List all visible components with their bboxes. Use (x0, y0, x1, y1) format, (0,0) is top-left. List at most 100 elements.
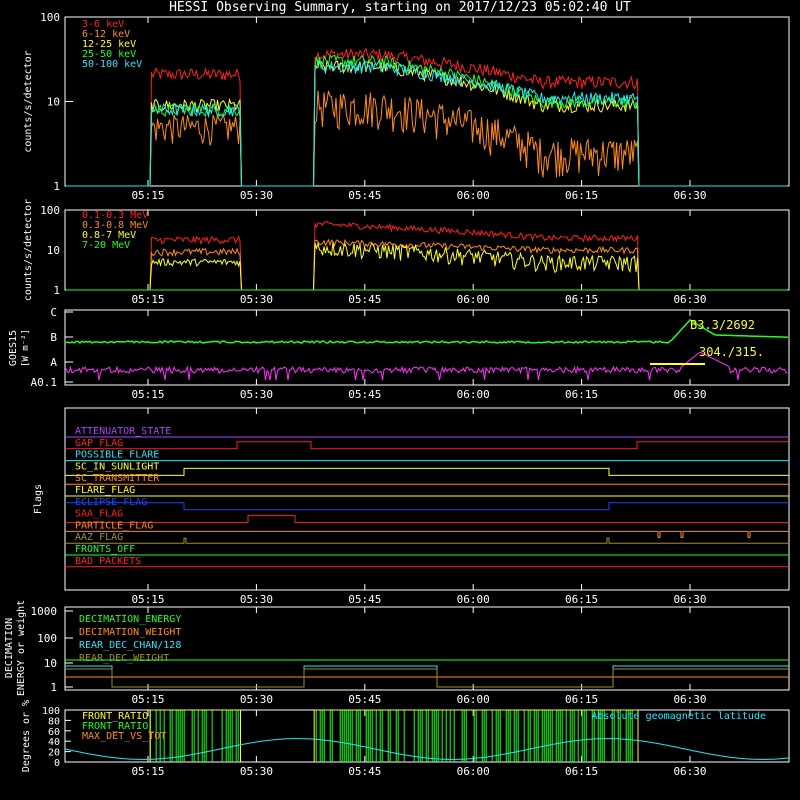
counts-low-ylabel: counts/s/detector (23, 50, 34, 152)
flag-label: FRONTS_OFF (75, 544, 135, 555)
panel-counts-high-xtick-label: 06:00 (457, 293, 490, 306)
flag-label: GAP_FLAG (75, 438, 123, 449)
flag-line (65, 467, 789, 476)
decimation-legend-entry: REAR_DEC_CHAN/128 (79, 640, 181, 651)
panel-counts-low-xtick-label: 05:45 (348, 189, 381, 202)
decimation-ytick-label: 1000 (31, 605, 58, 618)
counts-high-ytick-label: 1 (53, 284, 60, 297)
counts-high-ylabel: counts/s/detector (23, 199, 34, 301)
panel-counts-high-xtick-label: 05:15 (131, 293, 164, 306)
ratios-legend-entry: FRONT_RATIO (82, 711, 148, 722)
flag-line (65, 515, 789, 524)
counts-low-legend-entry: 12-25 keV (82, 39, 136, 50)
panel-decimation-xtick-label: 06:15 (565, 693, 598, 706)
counts-low-legend-entry: 6-12 keV (82, 29, 130, 40)
panel-goes-xtick-label: 06:30 (673, 388, 706, 401)
goes-ytick-label: B (50, 331, 57, 344)
counts-high-legend-entry: 0.3-0.8 MeV (82, 220, 148, 231)
flag-line (65, 530, 789, 538)
panel-flags-xtick-label: 06:00 (457, 593, 490, 606)
counts-low-legend-entry: 25-50 keV (82, 49, 136, 60)
counts-low-series-line (66, 58, 788, 187)
decimation-legend-entry: DECIMATION_ENERGY (79, 614, 181, 625)
flag-line (65, 441, 789, 450)
panel-flags (64, 407, 790, 591)
flag-label: SC_TRANSMITTER (75, 473, 160, 484)
counts-low-series-line (66, 60, 788, 187)
counts-low-ytick-label: 1 (53, 180, 60, 193)
flag-label: SAA_FLAG (75, 509, 123, 520)
panel-counts-low-xtick-label: 05:30 (240, 189, 273, 202)
ratios-ytick-label: 40 (48, 737, 60, 748)
front-ratio-window (313, 709, 639, 762)
geomagnetic-latitude-line (64, 738, 790, 760)
ratios-ytick-label: 80 (48, 716, 60, 727)
goes-long-line (65, 319, 789, 345)
panel-goes (64, 309, 790, 386)
panel-counts-high-xtick-label: 06:15 (565, 293, 598, 306)
panel-ratios-xtick-label: 05:15 (131, 765, 164, 778)
goes-annotation-long: B3.3/2692 (690, 318, 755, 332)
flags-ylabel: Flags (33, 484, 44, 514)
panel-decimation-xtick-label: 05:30 (240, 693, 273, 706)
counts-high-ytick-label: 10 (47, 244, 60, 257)
panel-decimation-xtick-label: 06:30 (673, 693, 706, 706)
decimation-ytick-label: 10 (44, 657, 57, 670)
decimation-legend-entry: DECIMATION_WEIGHT (79, 627, 181, 638)
flag-label: AAZ_FLAG (75, 532, 123, 543)
panel-counts-high-xtick-label: 05:45 (348, 293, 381, 306)
ratios-legend-entry: FRONT_RATIO_ (82, 721, 155, 732)
panel-goes-xtick-label: 06:15 (565, 388, 598, 401)
panel-ratios-xtick-label: 06:15 (565, 765, 598, 778)
panel-counts-low-xtick-label: 05:15 (131, 189, 164, 202)
ratios-ytick-label: 100 (42, 706, 60, 717)
counts-low-ytick-label: 100 (40, 11, 60, 24)
panel-decimation (64, 606, 790, 691)
flag-label: SC_IN_SUNLIGHT (75, 461, 159, 472)
counts-high-series-line (66, 238, 788, 291)
panel-ratios-xtick-label: 06:00 (457, 765, 490, 778)
counts-high-legend-entry: 0.8-7 MeV (82, 230, 136, 241)
panel-ratios-xtick-label: 05:30 (240, 765, 273, 778)
panel-counts-high-xtick-label: 06:30 (673, 293, 706, 306)
panel-counts-low-xtick-label: 06:30 (673, 189, 706, 202)
flag-label: ATTENUATOR_STATE (75, 426, 171, 437)
panel-decimation-xtick-label: 06:00 (457, 693, 490, 706)
decimation-legend-entry: REAR_DEC_WEIGHT (79, 653, 169, 664)
ratios-legend-entry: MAX_DET_VS_TOT (82, 731, 166, 742)
panel-flags-xtick-label: 06:15 (565, 593, 598, 606)
flag-label: PARTICLE_FLAG (75, 520, 153, 531)
panel-counts-high-xtick-label: 05:30 (240, 293, 273, 306)
decimation-ytick-label: 1 (50, 681, 57, 694)
panel-ratios-xtick-label: 05:45 (348, 765, 381, 778)
panel-flags-xtick-label: 05:30 (240, 593, 273, 606)
ratios-ytick-label: 60 (48, 727, 60, 738)
panel-goes-xtick-label: 05:30 (240, 388, 273, 401)
panel-decimation-xtick-label: 05:15 (131, 693, 164, 706)
front-ratio-window (149, 709, 241, 762)
counts-low-legend-entry: 3-6 keV (82, 19, 124, 30)
panel-flags-xtick-label: 05:45 (348, 593, 381, 606)
ratios-ytick-label: 0 (54, 758, 60, 769)
counts-low-ytick-label: 10 (47, 96, 60, 109)
counts-high-legend-entry: 7-20 MeV (82, 240, 130, 251)
panel-decimation-xtick-label: 05:45 (348, 693, 381, 706)
counts-low-legend-entry: 50-100 keV (82, 59, 142, 70)
goes-ylabel2: [W m⁻²] (21, 329, 31, 367)
panel-flags-xtick-label: 06:30 (673, 593, 706, 606)
panel-goes-xtick-label: 06:00 (457, 388, 490, 401)
panel-counts-low-xtick-label: 06:15 (565, 189, 598, 202)
flag-label: POSSIBLE_FLARE (75, 450, 159, 461)
panel-counts-low (64, 16, 790, 187)
panel-goes-xtick-label: 05:45 (348, 388, 381, 401)
panel-flags-xtick-label: 05:15 (131, 593, 164, 606)
flag-label: FLARE_FLAG (75, 485, 135, 496)
flag-label: BAD_PACKETS (75, 556, 141, 567)
flag-line (65, 537, 789, 544)
rear-dec-weight-line (65, 668, 789, 688)
decimation-ytick-label: 100 (37, 632, 57, 645)
goes-ylabel: GOES15 (8, 330, 19, 366)
ratios-ylabel: Degrees or % (21, 700, 32, 772)
panel-counts-low-xtick-label: 06:00 (457, 189, 490, 202)
